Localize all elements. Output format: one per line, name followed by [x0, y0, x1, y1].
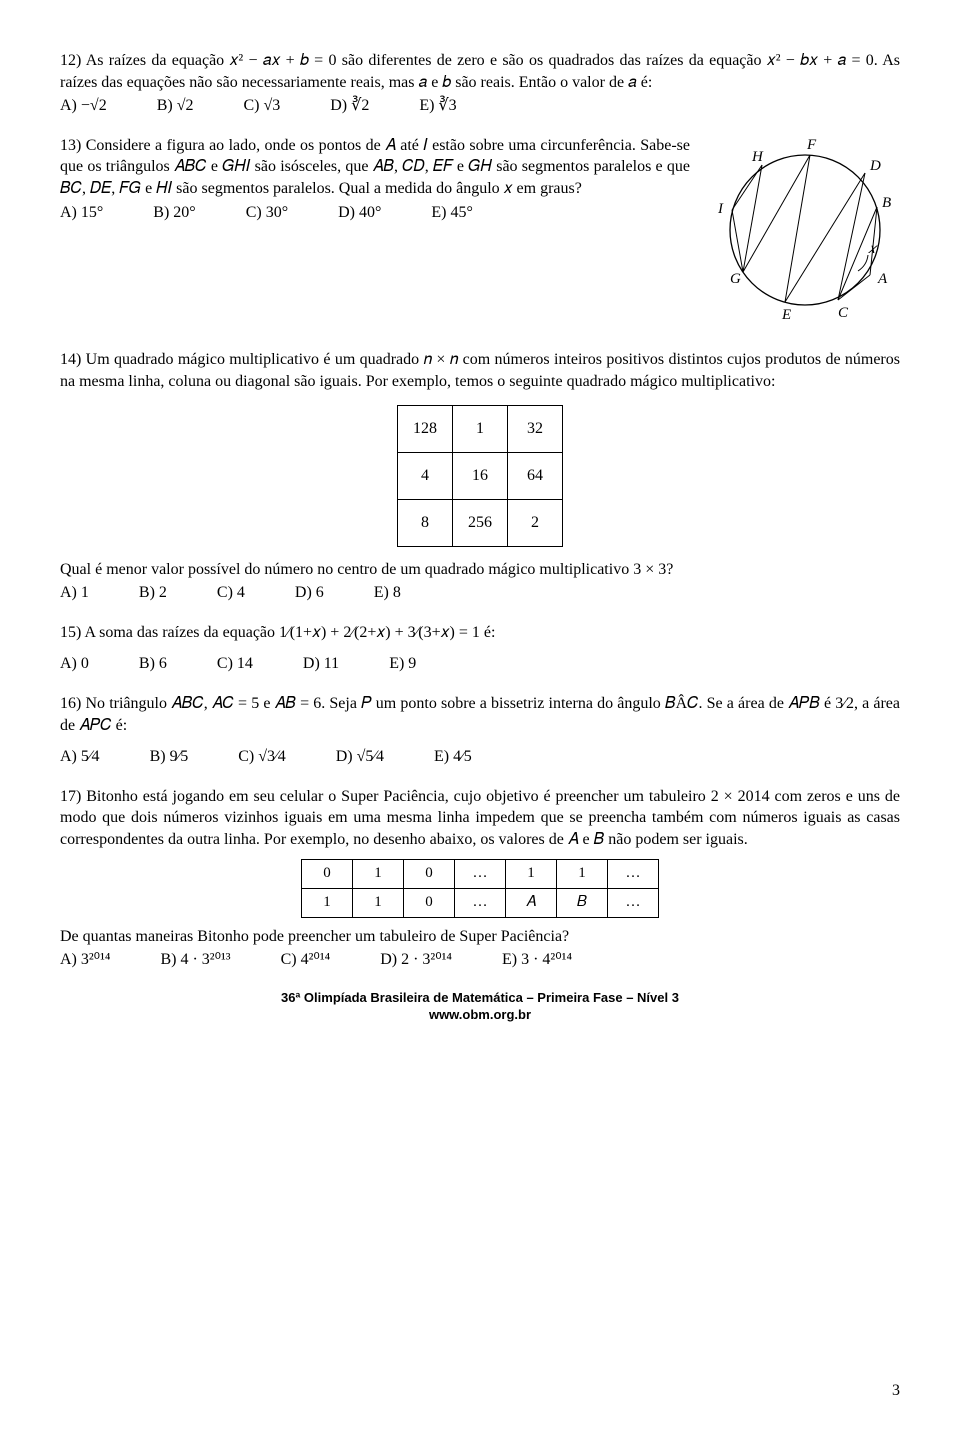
footer-line2: www.obm.org.br: [60, 1006, 900, 1024]
label-D: D: [869, 158, 881, 174]
label-B: B: [882, 195, 891, 211]
footer-line1: 36ª Olimpíada Brasileira de Matemática –…: [60, 989, 900, 1007]
cell: 1: [453, 405, 508, 452]
cell: 1: [557, 859, 608, 888]
cell: 64: [508, 452, 563, 499]
cell: 2: [508, 499, 563, 546]
cell: 𝐵: [557, 888, 608, 917]
q16-A: A) 5⁄4: [60, 746, 100, 768]
q17-A: A) 3²⁰¹⁴: [60, 949, 110, 971]
q16-text: 16) No triângulo 𝐴𝐵𝐶, 𝐴𝐶 = 5 e 𝐴𝐵 = 6. S…: [60, 693, 900, 736]
q14-B: B) 2: [139, 582, 167, 604]
q17-C: C) 4²⁰¹⁴: [281, 949, 331, 971]
q13-B: B) 20°: [153, 202, 195, 224]
q16-options: A) 5⁄4 B) 9⁄5 C) √3⁄4 D) √5⁄4 E) 4⁄5: [60, 746, 900, 768]
q14-E: E) 8: [374, 582, 401, 604]
cell: 1: [506, 859, 557, 888]
cell: …: [608, 888, 659, 917]
q16-C: C) √3⁄4: [238, 746, 285, 768]
q14-intro: 14) Um quadrado mágico multiplicativo é …: [60, 349, 900, 392]
question-14: 14) Um quadrado mágico multiplicativo é …: [60, 349, 900, 603]
q17-D: D) 2 · 3²⁰¹⁴: [380, 949, 452, 971]
q15-options: A) 0 B) 6 C) 14 D) 11 E) 9: [60, 653, 900, 675]
label-E: E: [781, 307, 791, 323]
q15-A: A) 0: [60, 653, 89, 675]
question-17: 17) Bitonho está jogando em seu celular …: [60, 786, 900, 971]
question-12: 12) As raízes da equação 𝑥² − 𝑎𝑥 + 𝑏 = 0…: [60, 50, 900, 117]
q17-E: E) 3 · 4²⁰¹⁴: [502, 949, 572, 971]
cell: 1: [353, 888, 404, 917]
cell: 0: [404, 859, 455, 888]
label-F: F: [806, 137, 817, 153]
cell: …: [455, 859, 506, 888]
q16-B: B) 9⁄5: [150, 746, 189, 768]
q13-figure: A B C D E F G H I 𝑥: [710, 135, 900, 332]
cell: 128: [398, 405, 453, 452]
q17-options: A) 3²⁰¹⁴ B) 4 · 3²⁰¹³ C) 4²⁰¹⁴ D) 2 · 3²…: [60, 949, 900, 971]
cell: 𝐴: [506, 888, 557, 917]
cell: 32: [508, 405, 563, 452]
q13-E: E) 45°: [431, 202, 473, 224]
q14-D: D) 6: [295, 582, 324, 604]
cell: 0: [302, 859, 353, 888]
label-C: C: [838, 305, 849, 321]
q15-C: C) 14: [217, 653, 253, 675]
q17-text: 17) Bitonho está jogando em seu celular …: [60, 786, 900, 851]
q16-D: D) √5⁄4: [336, 746, 384, 768]
label-G: G: [730, 271, 741, 287]
q14-options: A) 1 B) 2 C) 4 D) 6 E) 8: [60, 582, 900, 604]
q13-options: A) 15° B) 20° C) 30° D) 40° E) 45°: [60, 202, 690, 224]
q12-B: B) √2: [157, 95, 194, 117]
q15-D: D) 11: [303, 653, 339, 675]
q15-B: B) 6: [139, 653, 167, 675]
cell: 1: [353, 859, 404, 888]
cell: 8: [398, 499, 453, 546]
q14-magic-square: 128 1 32 4 16 64 8 256 2: [397, 405, 563, 547]
q12-options: A) −√2 B) √2 C) √3 D) ∛2 E) ∛3: [60, 95, 900, 117]
q12-C: C) √3: [243, 95, 280, 117]
q17-table: 0 1 0 … 1 1 … 1 1 0 … 𝐴 𝐵 …: [301, 859, 659, 918]
q14-C: C) 4: [217, 582, 245, 604]
q14-A: A) 1: [60, 582, 89, 604]
q12-E: E) ∛3: [419, 95, 456, 117]
q16-E: E) 4⁄5: [434, 746, 472, 768]
q15-E: E) 9: [389, 653, 416, 675]
q13-A: A) 15°: [60, 202, 103, 224]
cell: 1: [302, 888, 353, 917]
question-15: 15) A soma das raízes da equação 1⁄(1+𝑥)…: [60, 622, 900, 675]
cell: 4: [398, 452, 453, 499]
page-number: 3: [892, 1380, 900, 1402]
q17-ask: De quantas maneiras Bitonho pode preench…: [60, 926, 900, 948]
cell: 0: [404, 888, 455, 917]
cell: …: [608, 859, 659, 888]
q13-text: 13) Considere a figura ao lado, onde os …: [60, 135, 690, 200]
q15-text: 15) A soma das raízes da equação 1⁄(1+𝑥)…: [60, 622, 900, 644]
cell: 256: [453, 499, 508, 546]
label-I: I: [717, 201, 724, 217]
q12-D: D) ∛2: [330, 95, 369, 117]
label-x: 𝑥: [868, 242, 878, 257]
cell: …: [455, 888, 506, 917]
cell: 16: [453, 452, 508, 499]
page-footer: 36ª Olimpíada Brasileira de Matemática –…: [60, 989, 900, 1024]
q12-A: A) −√2: [60, 95, 107, 117]
question-16: 16) No triângulo 𝐴𝐵𝐶, 𝐴𝐶 = 5 e 𝐴𝐵 = 6. S…: [60, 693, 900, 768]
question-13: 13) Considere a figura ao lado, onde os …: [60, 135, 900, 332]
q14-ask: Qual é menor valor possível do número no…: [60, 559, 900, 581]
q12-text: 12) As raízes da equação 𝑥² − 𝑎𝑥 + 𝑏 = 0…: [60, 50, 900, 93]
label-A: A: [877, 271, 888, 287]
q17-B: B) 4 · 3²⁰¹³: [160, 949, 230, 971]
q13-D: D) 40°: [338, 202, 381, 224]
q13-C: C) 30°: [246, 202, 288, 224]
label-H: H: [751, 149, 764, 165]
